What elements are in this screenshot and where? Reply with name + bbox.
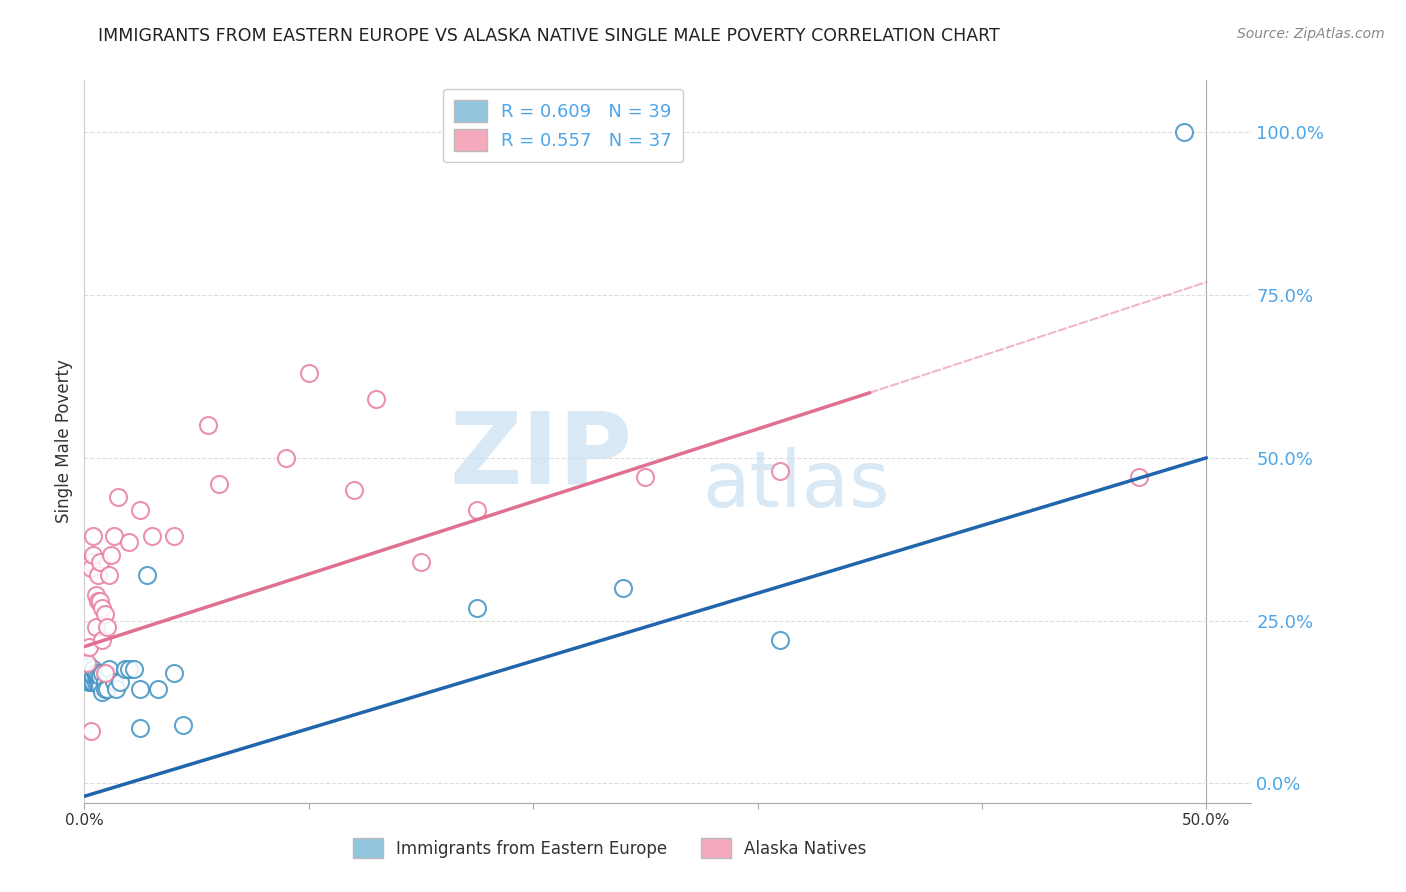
Point	[141, 529, 163, 543]
Point	[76, 669, 98, 683]
Point	[122, 662, 145, 676]
Point	[82, 529, 104, 543]
Point	[118, 662, 141, 676]
Point	[129, 681, 152, 696]
Point	[91, 600, 114, 615]
Point	[96, 620, 118, 634]
Point	[82, 669, 104, 683]
Point	[84, 587, 107, 601]
Point	[465, 600, 488, 615]
Point	[84, 669, 107, 683]
Point	[82, 675, 104, 690]
Point	[103, 675, 125, 690]
Point	[96, 681, 118, 696]
Point	[77, 659, 100, 673]
Point	[208, 476, 231, 491]
Point	[343, 483, 366, 498]
Point	[276, 450, 298, 465]
Point	[91, 633, 114, 648]
Point	[98, 662, 121, 676]
Text: atlas: atlas	[703, 447, 890, 523]
Point	[89, 675, 111, 690]
Text: ZIP: ZIP	[450, 408, 633, 505]
Point	[80, 724, 103, 739]
Point	[98, 568, 121, 582]
Point	[87, 594, 110, 608]
Point	[80, 665, 103, 680]
Point	[80, 675, 103, 690]
Point	[769, 633, 792, 648]
Point	[87, 669, 110, 683]
Point	[634, 470, 657, 484]
Point	[80, 561, 103, 575]
Y-axis label: Single Male Poverty: Single Male Poverty	[55, 359, 73, 524]
Point	[93, 675, 115, 690]
Point	[465, 503, 488, 517]
Point	[1173, 125, 1195, 139]
Point	[84, 665, 107, 680]
Point	[114, 662, 136, 676]
Point	[84, 675, 107, 690]
Point	[298, 366, 321, 380]
Point	[129, 721, 152, 735]
Point	[136, 568, 159, 582]
Point	[89, 555, 111, 569]
Point	[84, 620, 107, 634]
Point	[129, 503, 152, 517]
Point	[93, 681, 115, 696]
Text: Source: ZipAtlas.com: Source: ZipAtlas.com	[1237, 27, 1385, 41]
Point	[89, 669, 111, 683]
Point	[87, 675, 110, 690]
Point	[80, 555, 103, 569]
Legend: Immigrants from Eastern Europe, Alaska Natives: Immigrants from Eastern Europe, Alaska N…	[344, 830, 875, 867]
Point	[87, 568, 110, 582]
Point	[93, 665, 115, 680]
Point	[172, 717, 194, 731]
Point	[612, 581, 634, 595]
Point	[77, 675, 100, 690]
Point	[163, 665, 186, 680]
Point	[107, 490, 129, 504]
Point	[91, 665, 114, 680]
Point	[96, 665, 118, 680]
Point	[110, 675, 132, 690]
Point	[197, 418, 219, 433]
Point	[100, 549, 122, 563]
Point	[409, 555, 432, 569]
Point	[104, 681, 127, 696]
Point	[76, 656, 98, 670]
Point	[91, 685, 114, 699]
Point	[89, 594, 111, 608]
Point	[103, 529, 125, 543]
Text: IMMIGRANTS FROM EASTERN EUROPE VS ALASKA NATIVE SINGLE MALE POVERTY CORRELATION : IMMIGRANTS FROM EASTERN EUROPE VS ALASKA…	[98, 27, 1000, 45]
Point	[148, 681, 170, 696]
Point	[82, 662, 104, 676]
Point	[366, 392, 388, 407]
Point	[163, 529, 186, 543]
Point	[118, 535, 141, 549]
Point	[769, 464, 792, 478]
Point	[82, 549, 104, 563]
Point	[89, 679, 111, 693]
Point	[77, 640, 100, 654]
Point	[1128, 470, 1150, 484]
Point	[93, 607, 115, 621]
